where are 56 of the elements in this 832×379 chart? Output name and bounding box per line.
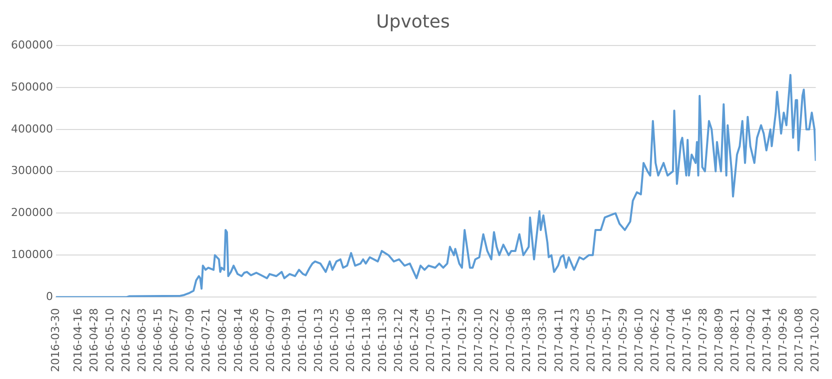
x-tick-label: 2017-03-06 <box>504 308 518 372</box>
x-tick-label: 2016-07-09 <box>184 308 197 372</box>
x-tick-label: 2016-09-19 <box>280 308 293 372</box>
x-tick-label: 2017-01-17 <box>440 308 454 372</box>
x-tick-label: 2016-07-21 <box>200 308 213 372</box>
y-tick-label: 100000 <box>10 248 53 262</box>
x-tick-label: 2016-05-22 <box>120 308 133 372</box>
y-tick-label: 400000 <box>10 122 53 136</box>
x-tick-label: 2017-06-22 <box>648 308 662 372</box>
x-tick-label: 2016-11-18 <box>360 308 373 372</box>
chart-title: Upvotes <box>376 11 450 32</box>
x-tick-label: 2017-09-14 <box>760 308 774 372</box>
x-tick-label: 2017-05-17 <box>600 308 614 372</box>
x-tick-label: 2016-04-28 <box>88 308 101 372</box>
x-tick-label: 2016-06-27 <box>168 308 181 372</box>
x-tick-label: 2017-04-23 <box>568 308 582 372</box>
y-tick-label: 600000 <box>10 38 53 52</box>
y-tick-label: 0 <box>46 290 53 303</box>
x-tick-label: 2016-06-03 <box>136 308 149 372</box>
x-tick-label: 2017-05-05 <box>584 308 598 372</box>
x-tick-label: 2017-07-04 <box>664 308 678 372</box>
x-tick-label: 2017-07-16 <box>680 308 694 372</box>
x-tick-label: 2017-01-29 <box>456 308 470 372</box>
x-tick-label: 2017-09-26 <box>776 308 790 372</box>
x-tick-label: 2016-05-10 <box>104 308 117 372</box>
x-tick-label: 2016-12-24 <box>408 308 422 372</box>
x-tick-label: 2016-06-15 <box>152 308 165 372</box>
x-tick-label: 2017-10-08 <box>792 308 806 372</box>
x-tick-label: 2017-02-10 <box>472 308 486 372</box>
x-tick-label: 2017-04-11 <box>552 308 566 372</box>
x-tick-label: 2016-10-01 <box>296 308 309 372</box>
x-tick-label: 2016-08-14 <box>232 308 245 372</box>
x-tick-label: 2016-10-25 <box>328 308 341 372</box>
x-tick-label: 2016-10-13 <box>312 308 325 372</box>
x-tick-label: 2017-03-30 <box>536 308 550 372</box>
x-tick-label: 2016-11-30 <box>376 308 390 372</box>
x-tick-label: 2016-08-02 <box>216 308 229 372</box>
x-tick-label: 2017-08-09 <box>712 308 726 372</box>
x-tick-label: 2017-05-29 <box>616 308 630 372</box>
y-tick-label: 500000 <box>10 80 53 94</box>
x-tick-label: 2017-10-20 <box>808 308 822 372</box>
y-tick-label: 300000 <box>10 164 53 178</box>
x-tick-label: 2017-08-21 <box>728 308 742 372</box>
x-tick-label: 2016-04-16 <box>72 308 85 372</box>
x-tick-label: 2017-01-05 <box>424 308 438 372</box>
x-tick-label: 2016-08-26 <box>248 308 261 372</box>
x-tick-label: 2016-09-07 <box>264 308 277 372</box>
x-tick-label: 2016-12-12 <box>392 308 406 372</box>
x-tick-label: 2017-03-18 <box>520 308 534 372</box>
x-tick-label: 2017-09-02 <box>744 308 758 372</box>
y-tick-label: 200000 <box>10 206 53 220</box>
x-tick-label: 2017-06-10 <box>632 308 646 372</box>
x-tick-label: 2016-03-30 <box>48 308 62 372</box>
x-tick-label: 2017-02-22 <box>488 308 502 372</box>
x-tick-label: 2017-07-28 <box>696 308 710 372</box>
x-tick-label: 2016-11-06 <box>344 308 357 372</box>
